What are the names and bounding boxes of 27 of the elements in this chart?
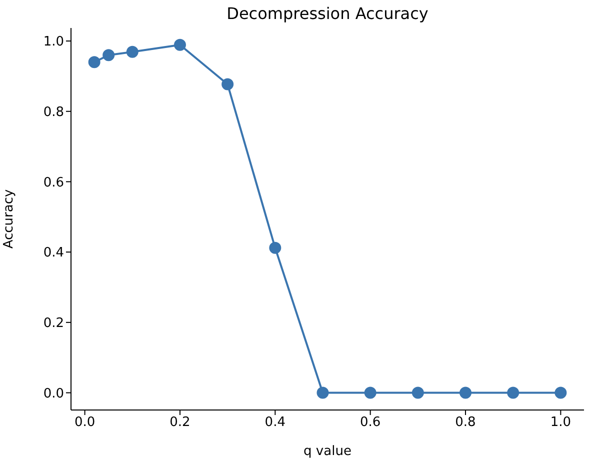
point xyxy=(507,386,520,399)
point xyxy=(316,386,329,399)
point xyxy=(102,49,115,62)
y-axis-title: Accuracy xyxy=(2,189,17,249)
point xyxy=(412,386,424,399)
point xyxy=(222,78,234,90)
y-tick-label: 0.6 xyxy=(43,175,64,190)
x-tick-label: 0.2 xyxy=(170,415,190,430)
y-tick-label: 0.8 xyxy=(43,104,64,120)
y-tick-label: 0.0 xyxy=(43,386,64,402)
point xyxy=(88,56,100,68)
point xyxy=(554,386,567,399)
y-tick-label: 0.2 xyxy=(43,316,64,332)
point xyxy=(174,38,186,51)
point xyxy=(269,242,282,254)
x-tick-label: 0.8 xyxy=(455,415,476,430)
x-tick-label: 1.0 xyxy=(550,415,572,430)
x-tick-label: 0.6 xyxy=(360,415,381,430)
point xyxy=(460,386,472,399)
y-tick-label: 1.0 xyxy=(43,34,64,50)
x-axis-title: q value xyxy=(304,444,352,459)
chart-title: Decompression Accuracy xyxy=(226,4,430,23)
x-tick-label: 0.4 xyxy=(264,415,286,430)
point xyxy=(126,46,138,58)
x-tick-label: 0.0 xyxy=(74,415,96,430)
point xyxy=(364,386,376,399)
y-tick-label: 0.4 xyxy=(43,246,64,261)
